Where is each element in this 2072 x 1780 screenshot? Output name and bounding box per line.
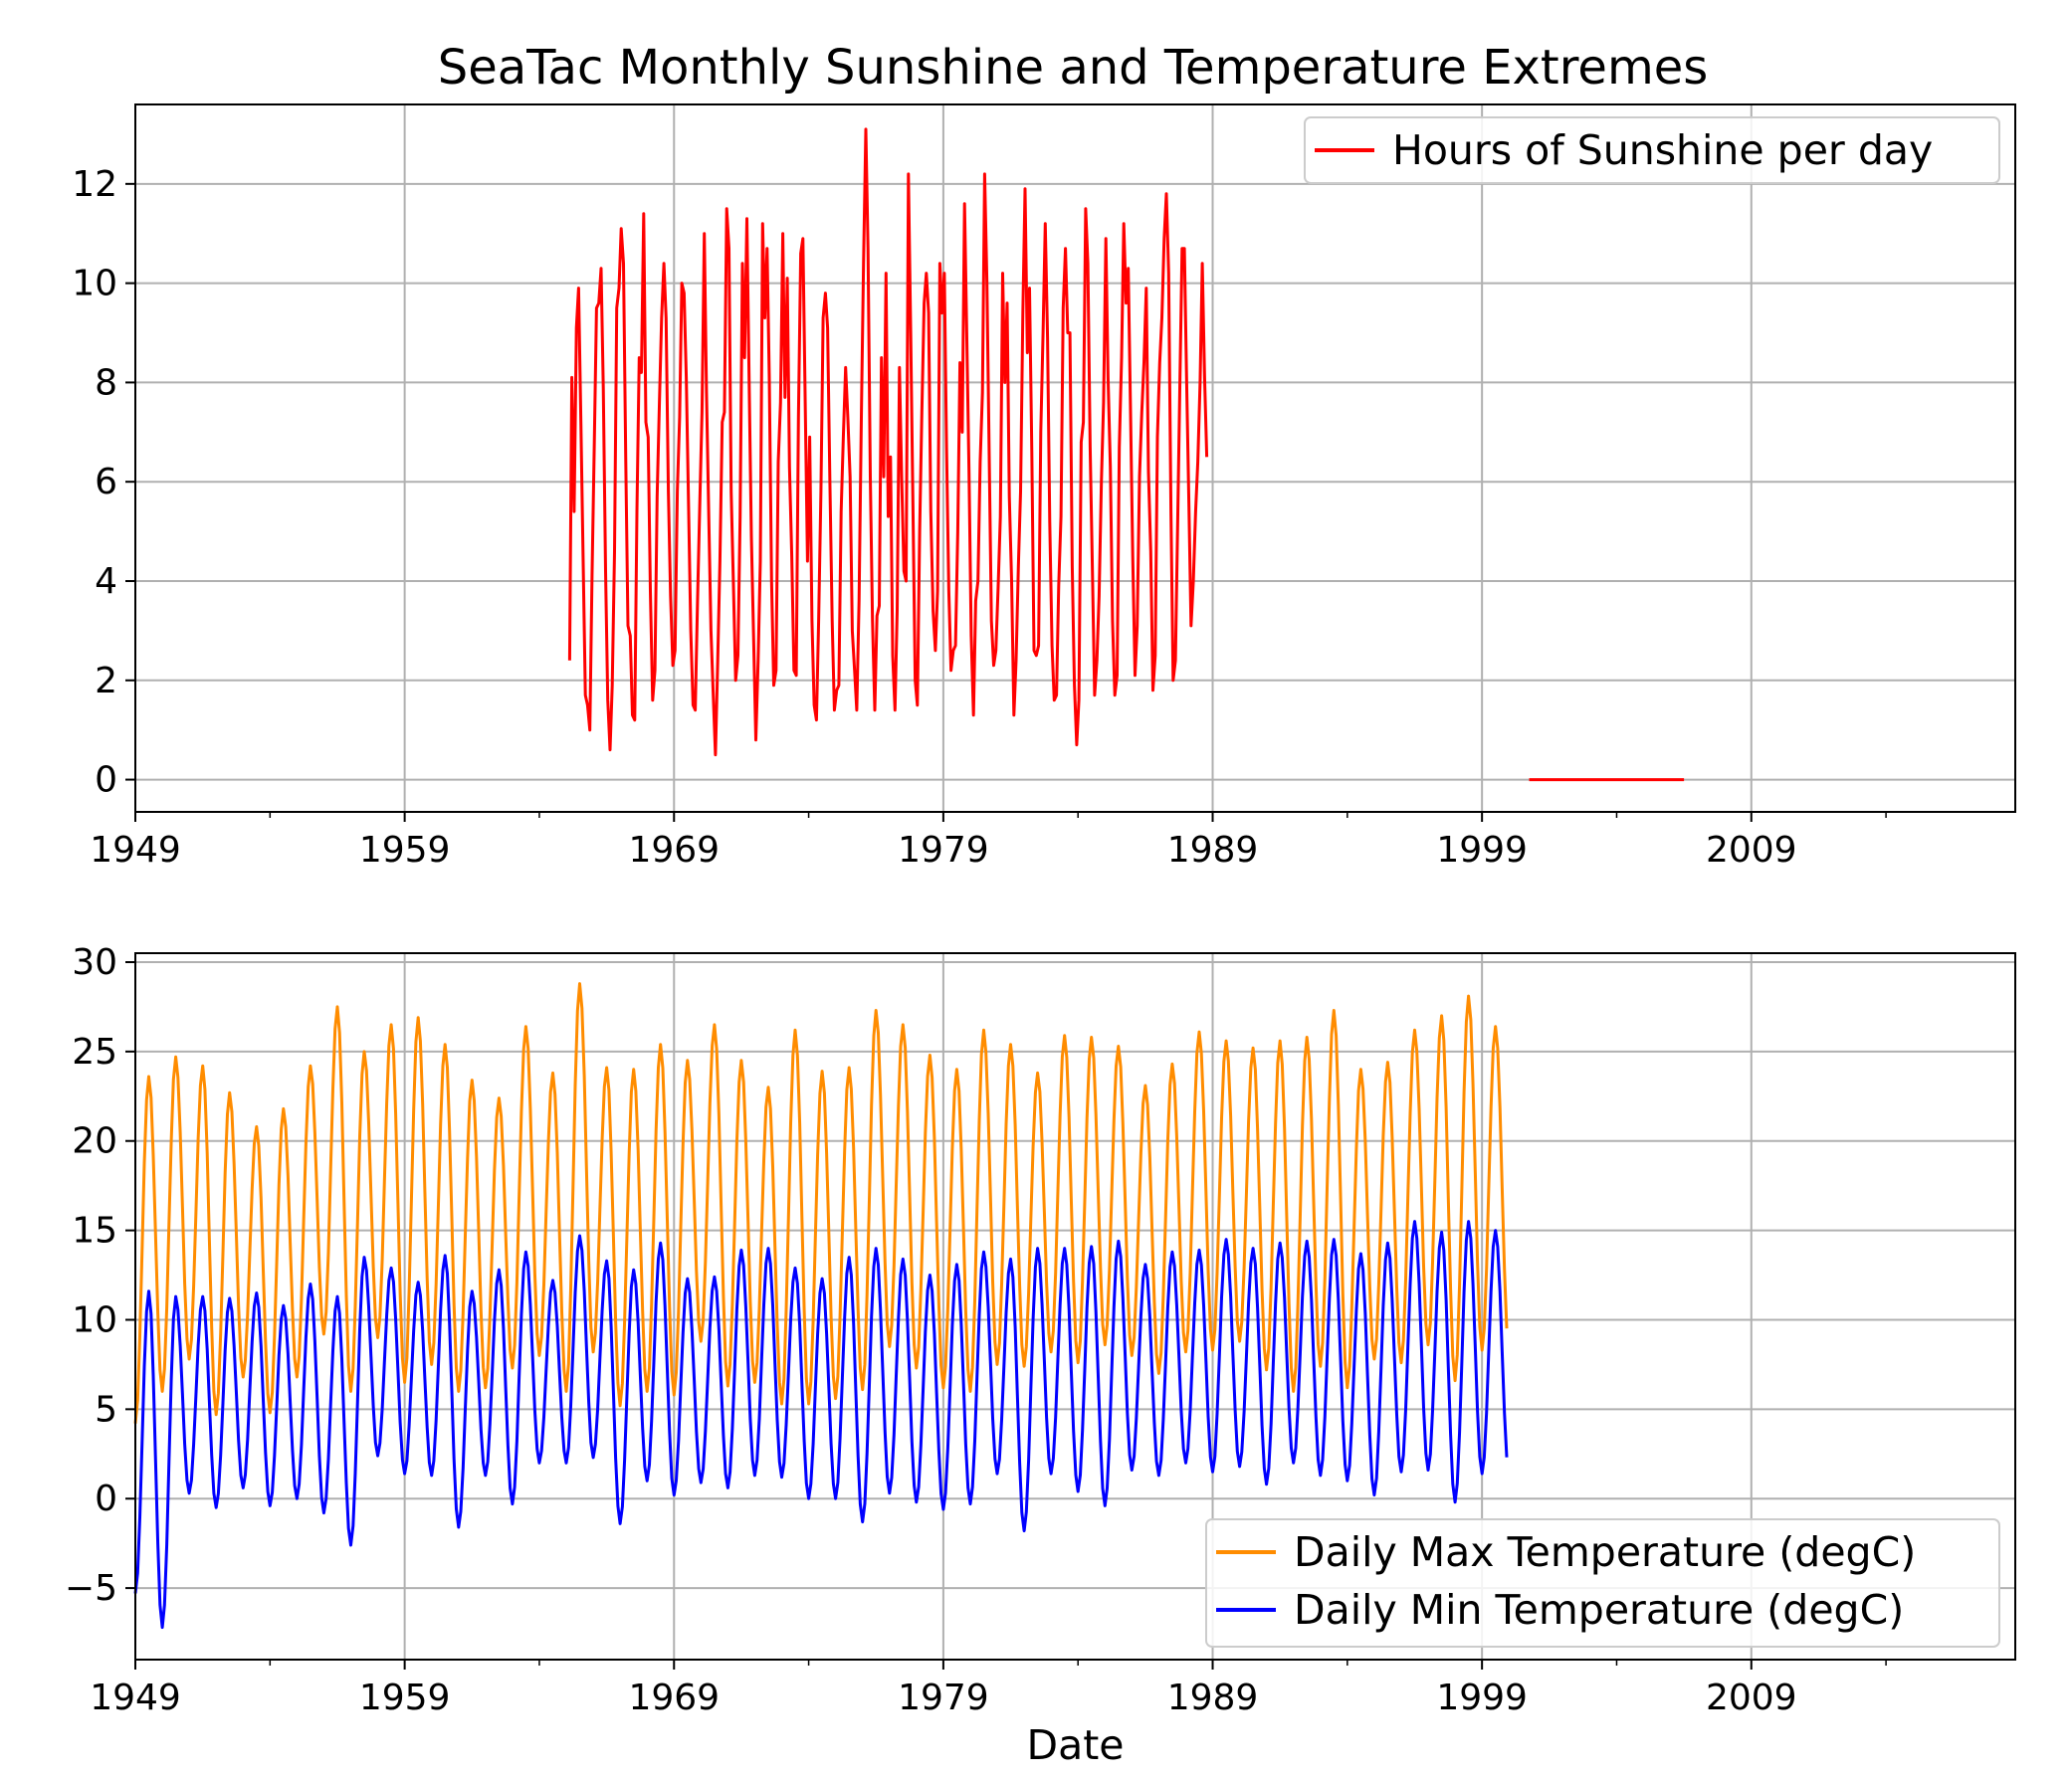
series-lines [567, 127, 1685, 782]
y-tick-label: 0 [95, 1479, 117, 1519]
legend-box [1304, 116, 2000, 184]
y-tick-label: 0 [95, 760, 117, 801]
y-tick-label: 15 [72, 1211, 117, 1252]
min-temperature-line [133, 1220, 1509, 1630]
x-tick-label: 1949 [90, 830, 181, 871]
legend-label-min-temperature: Daily Min Temperature (degC) [1294, 1586, 1904, 1634]
x-axis-label: Date [1027, 1721, 1125, 1769]
y-tick-label: 5 [95, 1389, 117, 1430]
x-tick-label: 1979 [898, 830, 989, 871]
x-tick-label: 1959 [359, 830, 451, 871]
y-tick-label: 6 [95, 462, 117, 502]
x-tick-label: 1969 [628, 1678, 720, 1718]
x-tick-label: 1989 [1167, 1678, 1259, 1718]
x-tick-label: 2009 [1706, 1678, 1797, 1718]
legend-label-sunshine: Hours of Sunshine per day [1392, 126, 1933, 174]
y-tick-label: 10 [72, 264, 117, 304]
y-tick-label: 4 [95, 561, 117, 602]
y-tick-label: 30 [72, 942, 117, 983]
x-tick-label: 1969 [628, 830, 720, 871]
axes-frame [134, 952, 2016, 1661]
y-tick-label: 12 [72, 164, 117, 205]
y-tick-label: 25 [72, 1032, 117, 1073]
series-lines [133, 982, 1509, 1630]
x-tick-label: 1999 [1436, 830, 1528, 871]
x-tick-label: 1979 [898, 1678, 989, 1718]
legend-label-max-temperature: Daily Max Temperature (degC) [1294, 1528, 1916, 1576]
x-tick-label: 1989 [1167, 830, 1259, 871]
chart-title: SeaTac Monthly Sunshine and Temperature … [438, 40, 1709, 96]
max-temperature-line [133, 982, 1509, 1424]
y-tick-label: 2 [95, 661, 117, 701]
y-tick-label: 20 [72, 1121, 117, 1162]
axis-ticks: 1949 1959 1969 1979 1989 1999 2009 −5 0 5 10 15 20 25… [65, 942, 1887, 1718]
axis-ticks: 1949 1959 1969 1979 1989 1999 2009 0 2 4 6 8 10 12 [72, 164, 1887, 871]
legend: Hours of Sunshine per day [1304, 116, 2000, 184]
y-tick-label: −5 [65, 1568, 117, 1609]
axes-frame [134, 103, 2016, 813]
sunshine-line [567, 127, 1209, 757]
x-tick-label: 1959 [359, 1678, 451, 1718]
sunshine-panel: 1949 1959 1969 1979 1989 1999 2009 0 2 4 6 8 10 12 Hou… [72, 103, 2016, 871]
x-tick-label: 1999 [1436, 1678, 1528, 1718]
x-tick-label: 1949 [90, 1678, 181, 1718]
y-tick-label: 8 [95, 362, 117, 403]
legend: Daily Max Temperature (degC) Daily Min Te… [1205, 1518, 2000, 1648]
y-tick-label: 10 [72, 1299, 117, 1340]
legend-box [1205, 1518, 2000, 1648]
x-tick-label: 2009 [1706, 830, 1797, 871]
temperature-panel: 1949 1959 1969 1979 1989 1999 2009 −5 0 5 10 15 20 25… [65, 942, 2016, 1769]
